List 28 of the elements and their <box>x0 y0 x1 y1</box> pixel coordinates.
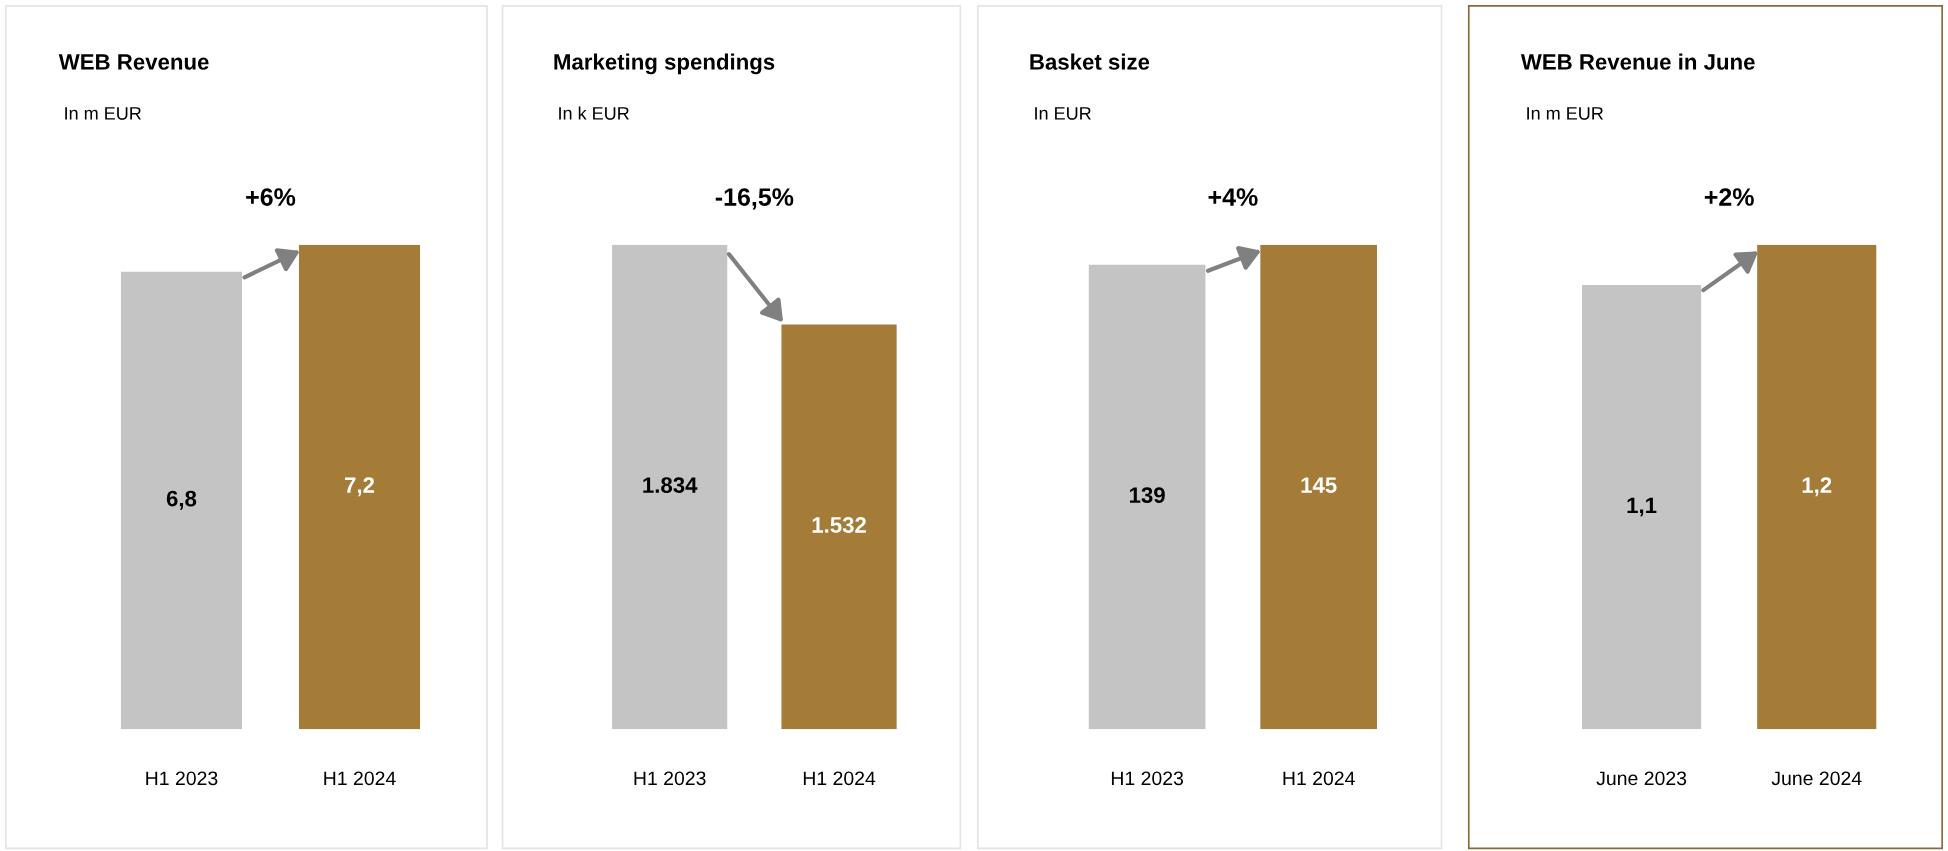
data-label: 1.834 <box>643 477 698 493</box>
chart-title: Basket size <box>1030 53 1150 70</box>
x-tick-label: H1 2024 <box>1283 771 1355 786</box>
text: +6% <box>246 188 296 206</box>
data-label: 1,1 <box>1627 497 1657 517</box>
chart-title: WEB Revenue <box>58 54 209 70</box>
chart-subtitle: In m EUR <box>65 107 141 120</box>
data-label: 7,2 <box>345 477 375 497</box>
chart-subtitle: In k EUR <box>559 106 629 120</box>
x-tick-label: June 2024 <box>1771 771 1862 786</box>
x-tick-label: H1 2023 <box>146 771 218 786</box>
chart-subtitle: In EUR <box>1035 107 1091 120</box>
x-tick-label: June 2023 <box>1596 771 1687 786</box>
text: -16,5% <box>715 188 794 210</box>
text: +2% <box>1704 188 1754 206</box>
text: +4% <box>1208 188 1258 206</box>
x-tick-label: H1 2023 <box>1111 771 1184 786</box>
chart-title: Marketing spendings <box>554 53 775 75</box>
data-label: 6,8 <box>166 490 197 510</box>
chart-subtitle: In m EUR <box>1527 107 1604 120</box>
data-label: 1,2 <box>1802 477 1832 497</box>
chart-title: WEB Revenue in June <box>1520 53 1755 70</box>
x-tick-label: H1 2024 <box>324 771 396 786</box>
data-label: 145 <box>1301 477 1337 493</box>
data-label: 139 <box>1129 487 1165 504</box>
x-tick-label: H1 2024 <box>803 771 876 786</box>
data-label: 1.532 <box>812 517 866 533</box>
x-tick-label: H1 2023 <box>634 771 706 786</box>
